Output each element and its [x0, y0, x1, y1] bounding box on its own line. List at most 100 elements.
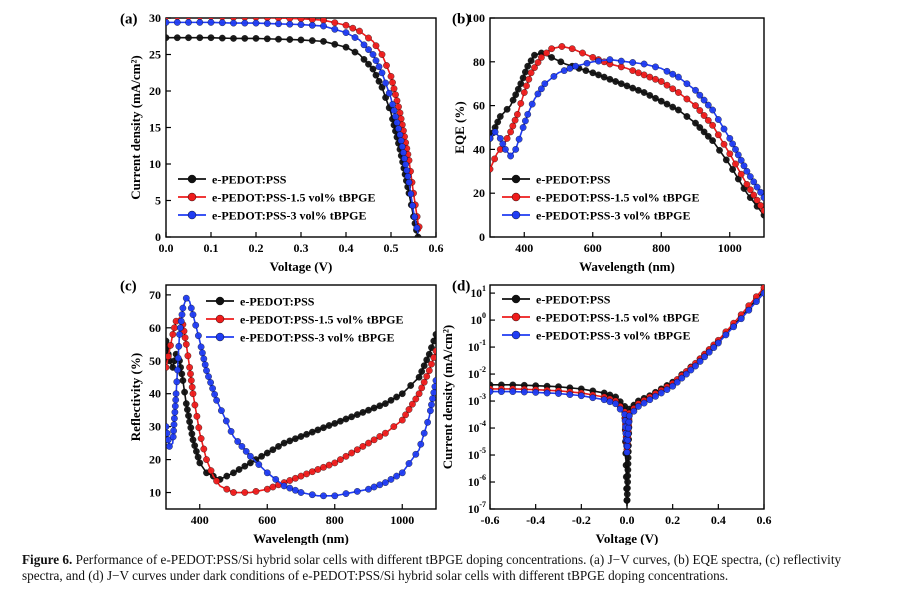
panel-a: (a) 0.0 0.1 0.2 0.3 0.4 0.5 0.6 0 5 10 15 20 25 30 Volt…	[120, 11, 444, 274]
y-tick-exponent: -1	[479, 338, 486, 347]
data-point	[612, 78, 619, 85]
data-point	[746, 173, 754, 180]
panel-b: (b) 400 600 800 1000 0 20 40 60 80 100 Wavelength (…	[452, 11, 765, 274]
data-point	[760, 207, 764, 215]
legend-label: e-PEDOT:PSS	[212, 173, 287, 187]
data-point	[405, 178, 413, 186]
data-point	[360, 56, 368, 63]
data-point	[192, 321, 200, 329]
data-point	[507, 152, 514, 160]
data-point	[543, 49, 550, 57]
data-point	[726, 150, 734, 158]
data-point	[390, 107, 398, 114]
data-point	[753, 196, 761, 204]
data-point	[166, 18, 170, 20]
y-tick-label: 60	[149, 321, 161, 335]
data-point	[227, 428, 235, 435]
data-point	[432, 331, 436, 338]
data-point	[179, 377, 187, 384]
data-point	[230, 489, 237, 496]
data-point	[342, 452, 350, 460]
data-point	[629, 59, 637, 66]
data-point	[423, 373, 431, 380]
data-point	[420, 362, 428, 370]
legend-label: e-PEDOT:PSS-3 vol% tBPGE	[240, 331, 394, 345]
data-point	[534, 59, 542, 66]
x-tick-label: 800	[326, 513, 344, 527]
data-point	[663, 100, 671, 108]
data-point	[297, 489, 305, 496]
data-point	[403, 167, 411, 174]
data-point	[349, 24, 357, 32]
data-point	[428, 401, 435, 409]
x-axis-label: Wavelength (nm)	[579, 259, 675, 274]
legend-label: e-PEDOT:PSS-1.5 vol% tBPGE	[536, 191, 699, 205]
data-point	[589, 54, 597, 61]
data-point	[185, 34, 192, 42]
data-point	[169, 331, 177, 338]
y-tick-label: 80	[473, 55, 485, 69]
data-point	[297, 36, 305, 44]
data-point	[275, 443, 282, 450]
data-point	[560, 67, 568, 74]
data-point	[498, 388, 505, 395]
data-point	[356, 27, 363, 35]
data-point	[170, 427, 177, 435]
data-point	[732, 146, 739, 153]
data-point	[687, 366, 695, 374]
data-point	[624, 478, 631, 486]
data-point	[701, 353, 708, 361]
y-tick-exponent: -6	[479, 473, 486, 482]
data-point	[176, 331, 183, 338]
x-tick-label: -0.2	[572, 513, 591, 527]
data-point	[503, 135, 511, 142]
data-point	[193, 448, 200, 455]
data-point	[683, 370, 690, 378]
data-point	[189, 390, 197, 398]
data-point	[557, 58, 565, 66]
panel-label: (d)	[452, 279, 470, 295]
data-point	[196, 19, 204, 26]
data-point	[184, 352, 192, 360]
data-point	[369, 51, 377, 58]
data-point	[199, 349, 206, 357]
data-point	[320, 492, 327, 500]
data-point	[176, 324, 184, 332]
data-point	[750, 178, 758, 186]
data-point	[218, 19, 226, 27]
data-point	[197, 343, 205, 351]
data-point	[171, 402, 179, 410]
data-point	[200, 355, 208, 363]
data-point	[527, 69, 535, 77]
data-point	[729, 166, 736, 173]
data-point	[393, 393, 400, 401]
data-point	[675, 89, 682, 96]
data-point	[252, 19, 260, 27]
data-point	[714, 339, 722, 347]
x-tick-label: 0.6	[429, 241, 444, 255]
data-point	[523, 82, 530, 90]
data-point	[390, 423, 398, 430]
data-point	[370, 404, 378, 412]
legend-label: e-PEDOT:PSS-1.5 vol% tBPGE	[212, 191, 375, 205]
data-point	[390, 85, 398, 92]
legend-swatch-marker	[511, 174, 521, 184]
data-point	[166, 34, 170, 42]
data-point	[247, 452, 254, 460]
data-point	[241, 19, 249, 27]
data-point	[412, 450, 420, 458]
data-point	[360, 41, 368, 49]
data-point	[170, 421, 178, 428]
data-point	[177, 317, 185, 325]
x-tick-label: 0.2	[665, 513, 680, 527]
data-point	[252, 35, 260, 42]
data-point	[517, 80, 525, 88]
data-point	[172, 390, 180, 398]
data-point	[507, 128, 514, 136]
data-point	[213, 477, 220, 485]
data-point	[365, 439, 372, 447]
legend-swatch-marker	[511, 192, 521, 202]
data-point	[166, 429, 171, 437]
data-point	[218, 407, 225, 414]
data-point	[646, 396, 654, 404]
